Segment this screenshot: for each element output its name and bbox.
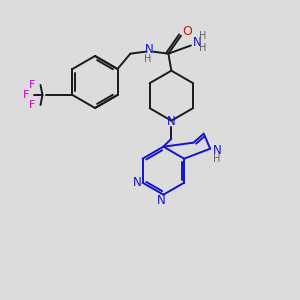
Text: F: F	[23, 90, 30, 100]
Text: F: F	[29, 80, 36, 90]
Text: N: N	[167, 115, 176, 128]
Text: N: N	[133, 176, 142, 189]
Text: H: H	[214, 154, 221, 164]
Text: N: N	[145, 43, 154, 56]
Text: H: H	[199, 32, 207, 41]
Text: O: O	[182, 25, 192, 38]
Text: N: N	[213, 144, 221, 157]
Text: F: F	[29, 100, 36, 110]
Text: H: H	[144, 54, 151, 64]
Text: H: H	[199, 44, 207, 53]
Text: N: N	[157, 194, 166, 207]
Text: N: N	[193, 36, 201, 49]
